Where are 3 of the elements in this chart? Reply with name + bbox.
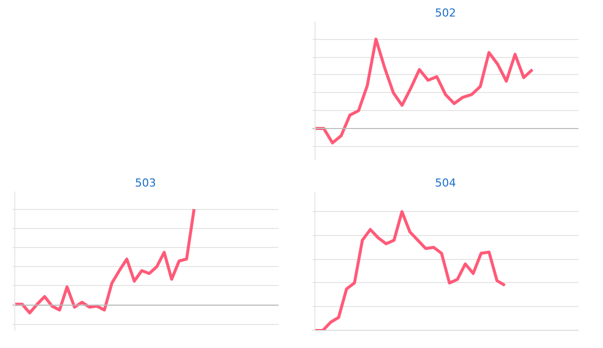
chart-title: 504 (435, 176, 456, 190)
chart-title: 503 (135, 176, 156, 190)
chart-title: 502 (435, 6, 456, 20)
